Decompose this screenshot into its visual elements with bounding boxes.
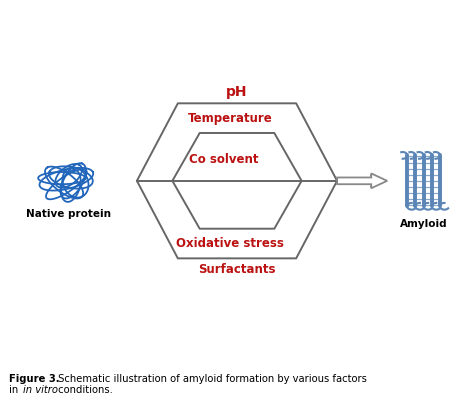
Text: Native protein: Native protein (26, 210, 111, 219)
Text: pH: pH (226, 85, 248, 99)
Text: Schematic illustration of amyloid formation by various factors: Schematic illustration of amyloid format… (55, 374, 366, 384)
Text: Oxidative stress: Oxidative stress (176, 237, 284, 250)
Text: conditions.: conditions. (55, 385, 112, 395)
Text: Temperature: Temperature (188, 112, 273, 125)
Text: in vitro: in vitro (23, 385, 58, 395)
Text: Figure 3.: Figure 3. (9, 374, 60, 384)
Polygon shape (337, 173, 387, 188)
Text: in: in (9, 385, 22, 395)
Text: Amyloid: Amyloid (400, 219, 447, 229)
Text: Surfactants: Surfactants (198, 263, 276, 276)
Text: Co solvent: Co solvent (189, 153, 258, 166)
